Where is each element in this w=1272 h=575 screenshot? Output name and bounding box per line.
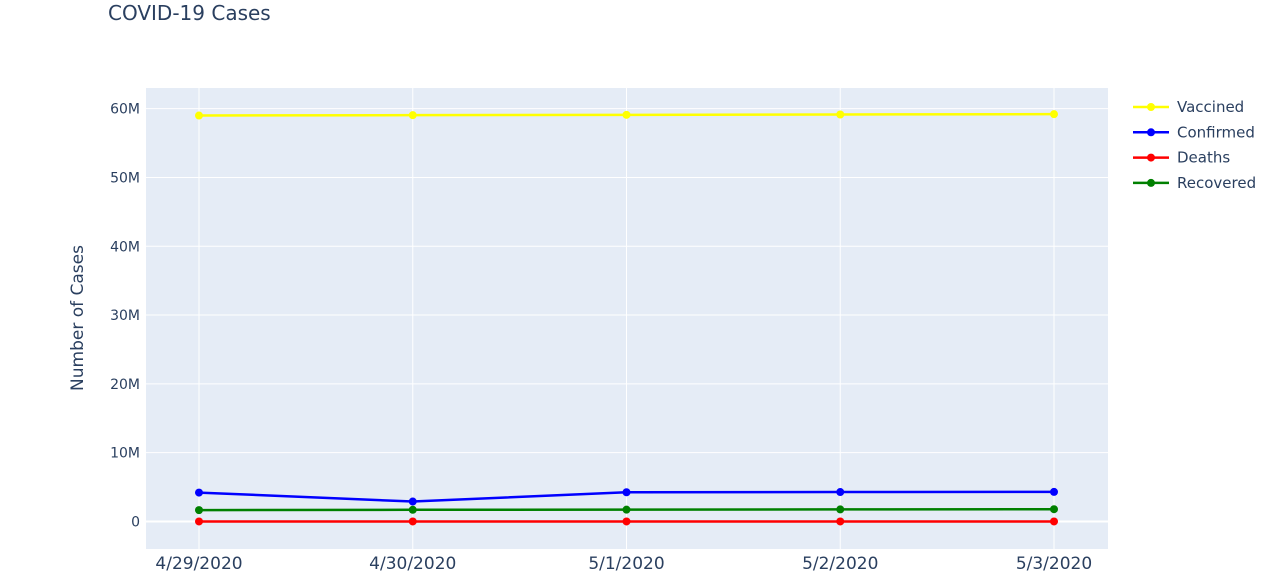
x-tick-label: 5/1/2020 <box>588 554 664 571</box>
legend-label: Recovered <box>1177 174 1256 192</box>
x-tick-label: 5/3/2020 <box>1016 554 1092 571</box>
x-tick-label: 4/29/2020 <box>155 554 242 571</box>
series-recovered <box>195 505 1058 515</box>
data-point-deaths[interactable] <box>622 517 631 526</box>
data-point-deaths[interactable] <box>195 517 203 526</box>
data-point-confirmed[interactable] <box>1050 487 1058 496</box>
y-axis-title: Number of Cases <box>68 245 88 391</box>
legend[interactable]: Vaccined Confirmed Deaths Recovered <box>1133 98 1256 192</box>
data-point-deaths[interactable] <box>1050 517 1058 526</box>
data-point-vaccined[interactable] <box>408 111 417 120</box>
legend-swatch-marker <box>1147 128 1155 137</box>
data-point-deaths[interactable] <box>836 517 845 526</box>
series-deaths <box>195 517 1058 526</box>
legend-item-vaccined[interactable]: Vaccined <box>1133 98 1244 116</box>
y-tick-label: 30M <box>110 308 140 324</box>
data-point-recovered[interactable] <box>195 506 203 515</box>
x-tick-label: 4/30/2020 <box>369 554 456 571</box>
series-confirmed <box>195 487 1058 506</box>
series-vaccined <box>195 110 1058 120</box>
data-point-vaccined[interactable] <box>836 110 845 119</box>
legend-item-deaths[interactable]: Deaths <box>1133 149 1230 167</box>
data-point-vaccined[interactable] <box>622 110 631 119</box>
data-point-confirmed[interactable] <box>622 488 631 497</box>
data-point-confirmed[interactable] <box>408 497 417 506</box>
y-tick-label: 50M <box>110 170 140 186</box>
data-point-vaccined[interactable] <box>1050 110 1058 119</box>
data-point-recovered[interactable] <box>1050 505 1058 514</box>
data-point-deaths[interactable] <box>408 517 417 526</box>
series-layer <box>195 110 1058 526</box>
y-tick-label: 40M <box>110 239 140 255</box>
legend-item-confirmed[interactable]: Confirmed <box>1133 123 1255 141</box>
legend-swatch-marker <box>1147 153 1155 162</box>
data-point-recovered[interactable] <box>836 505 845 514</box>
legend-label: Confirmed <box>1177 123 1255 141</box>
y-tick-label: 60M <box>110 102 140 118</box>
chart-title: COVID-19 Cases <box>108 1 271 25</box>
data-point-recovered[interactable] <box>408 505 417 514</box>
legend-label: Deaths <box>1177 149 1230 167</box>
data-point-recovered[interactable] <box>622 505 631 514</box>
data-point-vaccined[interactable] <box>195 111 203 120</box>
legend-swatch-marker <box>1147 178 1155 187</box>
x-axis-ticks: 4/29/2020 4/30/2020 5/1/2020 5/2/2020 5/3/20… <box>155 554 1092 574</box>
legend-swatch-marker <box>1147 103 1155 111</box>
x-tick-label: 5/2/2020 <box>802 554 878 571</box>
data-point-confirmed[interactable] <box>836 488 845 497</box>
data-point-confirmed[interactable] <box>195 488 203 497</box>
legend-label: Vaccined <box>1177 98 1244 116</box>
y-tick-label: 20M <box>110 377 140 393</box>
legend-item-recovered[interactable]: Recovered <box>1133 174 1256 192</box>
y-axis-ticks: 0 10M 20M 30M 40M 50M 60M <box>110 102 140 531</box>
y-tick-label: 10M <box>110 446 140 462</box>
y-tick-label: 0 <box>131 514 140 530</box>
